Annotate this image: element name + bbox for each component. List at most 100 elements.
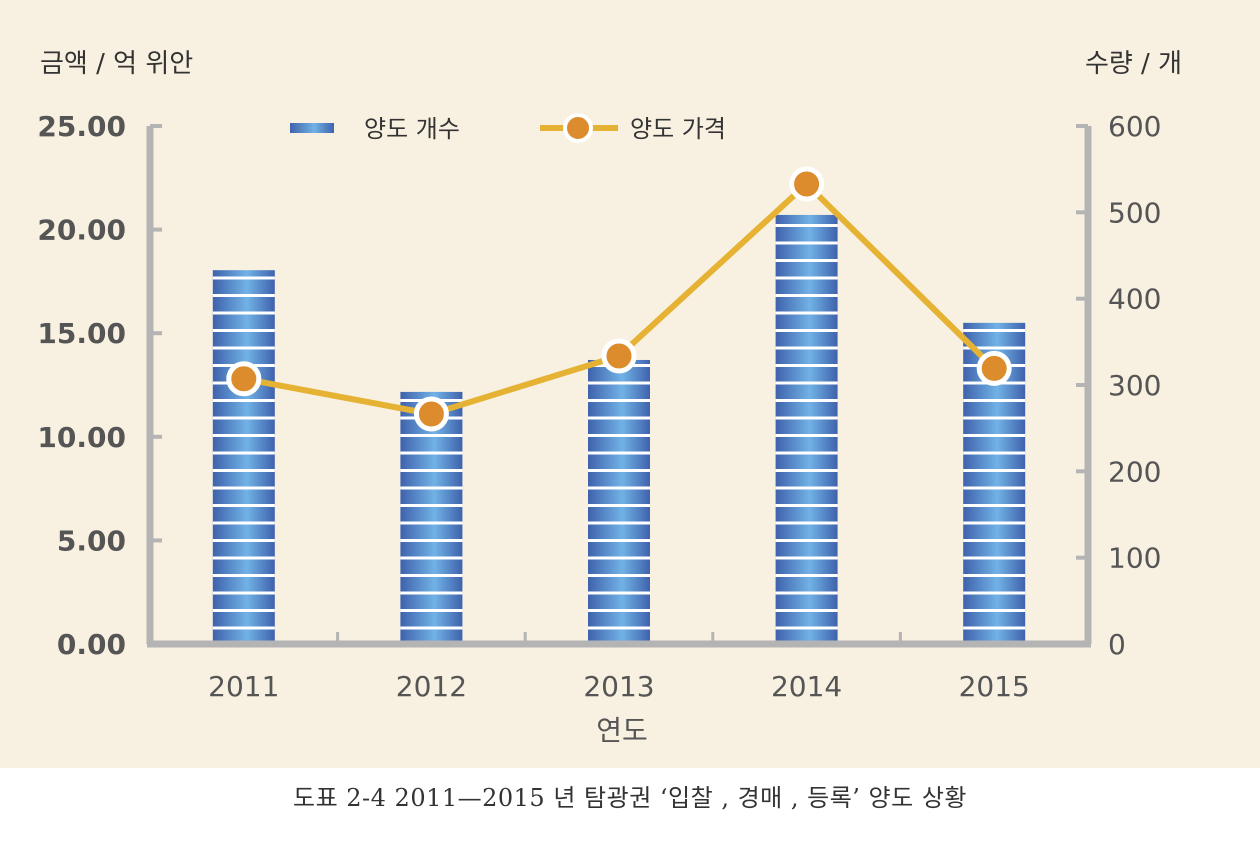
bar-stripe [400, 609, 463, 612]
legend-bar-label: 양도 개수 [364, 115, 460, 143]
bar-stripe [400, 469, 463, 472]
x-tick-label: 2014 [771, 670, 842, 703]
left-tick-label: 5.00 [57, 524, 126, 557]
bar-stripe [212, 294, 275, 297]
axes [146, 124, 1092, 648]
bar-stripe [400, 556, 463, 560]
bar-stripe [212, 346, 275, 350]
bar-stripe [775, 451, 838, 455]
bar-stripe [775, 399, 838, 402]
bar-stripe [775, 346, 838, 350]
bar-series [212, 214, 1026, 644]
bar-stripe [588, 416, 650, 420]
bar-stripe [212, 486, 275, 490]
x-tick-label: 2013 [583, 670, 654, 703]
bar-stripe [775, 241, 838, 245]
bar-stripe [963, 591, 1026, 595]
x-tick-label: 2012 [396, 670, 467, 703]
bar-stripe [212, 469, 275, 472]
bar-stripe [212, 574, 275, 577]
right-tick-label: 300 [1108, 369, 1161, 402]
bar-stripe [775, 609, 838, 612]
bar-stripe [963, 434, 1026, 437]
right-tick-label: 0 [1108, 628, 1126, 661]
bar-stripe [963, 556, 1026, 560]
bar-stripe [212, 329, 275, 332]
bar-stripe [400, 591, 463, 595]
bar-stripe [775, 486, 838, 490]
bar-stripe [775, 311, 838, 315]
price-point-2012 [413, 396, 449, 432]
bar-stripe [212, 451, 275, 455]
bar-stripe [212, 311, 275, 315]
right-axis-label: 수량 / 개 [1085, 49, 1182, 79]
bar-stripe [400, 521, 463, 525]
bar-stripe [588, 609, 650, 612]
bar-stripe [775, 521, 838, 525]
price-point-2013 [601, 338, 637, 374]
bar-stripe [963, 486, 1026, 490]
bar-stripe [775, 556, 838, 560]
price-point-2014 [789, 166, 825, 202]
bar-2014 [775, 214, 838, 644]
bar-stripe [963, 609, 1026, 612]
tick-labels: 0.00 5.00 10.00 15.00 20.00 25.00 0 100 200 300 40… [37, 110, 1161, 703]
bar-stripe [775, 416, 838, 420]
bar-stripe [400, 504, 463, 507]
left-tick-label: 20.00 [37, 214, 126, 247]
bar-stripe [212, 539, 275, 542]
bar-stripe [963, 329, 1026, 332]
bar-stripe [588, 451, 650, 455]
legend: 양도 개수 양도 가격 [290, 113, 726, 143]
left-tick-label: 10.00 [37, 421, 126, 454]
bar-body [400, 391, 463, 644]
bar-stripe [400, 451, 463, 455]
x-axis-label: 연도 [596, 714, 648, 747]
bar-stripe [963, 399, 1026, 402]
right-tick-label: 500 [1108, 196, 1161, 229]
bar-stripe [588, 469, 650, 472]
x-tick-label: 2015 [959, 670, 1030, 703]
bar-2013 [588, 359, 650, 644]
bar-stripe [963, 451, 1026, 455]
bar-stripe [775, 294, 838, 297]
figure-caption: 도표 2-4 2011—2015 년 탐광권 ‘입찰 , 경매 , 등록’ 양도… [292, 784, 968, 812]
bar-stripe [400, 539, 463, 542]
bar-stripe [400, 626, 463, 630]
bar-body [212, 270, 275, 644]
line-series [226, 166, 1012, 432]
bar-stripe [963, 416, 1026, 420]
legend-line-label: 양도 가격 [630, 115, 726, 143]
bar-stripe [775, 539, 838, 542]
left-tick-label: 0.00 [57, 628, 126, 661]
left-axis-label: 금액 / 억 위안 [40, 49, 193, 79]
bar-stripe [588, 539, 650, 542]
bar-stripe [775, 574, 838, 577]
bar-stripe [212, 416, 275, 420]
bar-stripe [963, 504, 1026, 507]
left-tick-label: 15.00 [37, 317, 126, 350]
right-tick-label: 600 [1108, 110, 1161, 143]
price-point-2011 [226, 361, 262, 397]
bar-stripe [212, 276, 275, 280]
bar-stripe [212, 504, 275, 507]
bar-stripe [775, 381, 838, 385]
bar-stripe [963, 469, 1026, 472]
bar-2012 [400, 391, 463, 644]
bar-stripe [588, 574, 650, 577]
bar-stripe [775, 626, 838, 630]
bar-stripe [775, 504, 838, 507]
bar-stripe [963, 539, 1026, 542]
left-tick-label: 25.00 [37, 110, 126, 143]
right-tick-label: 200 [1108, 455, 1161, 488]
bar-stripe [775, 276, 838, 280]
legend-line-marker [563, 113, 593, 143]
bar-stripe [775, 364, 838, 367]
bar-stripe [400, 486, 463, 490]
bar-stripe [588, 381, 650, 385]
bar-stripe [775, 259, 838, 262]
bar-stripe [963, 521, 1026, 525]
bar-stripe [588, 556, 650, 560]
bar-stripe [588, 486, 650, 490]
price-point-2015 [976, 350, 1012, 386]
